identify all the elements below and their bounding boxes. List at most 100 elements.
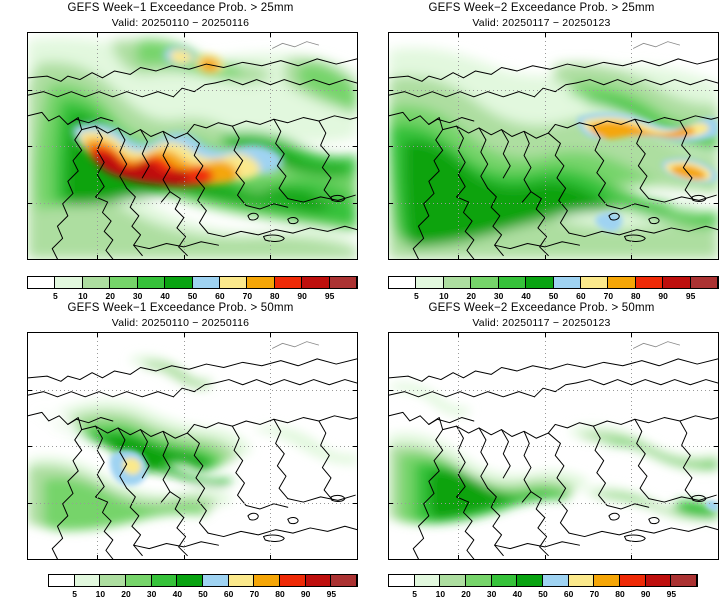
tick-lat — [389, 146, 393, 147]
colorbar-tick-95: 95 — [666, 589, 677, 599]
map-geography — [28, 341, 357, 559]
gridline-lat-35N — [28, 202, 357, 204]
colorbar-swatch-40-50 — [165, 277, 193, 288]
colorbar-tick-30: 30 — [493, 291, 504, 301]
colorbar-swatch-60-70 — [219, 277, 248, 288]
colorbar-tick-10: 10 — [439, 291, 449, 301]
tick-lon — [631, 255, 633, 259]
colorbar-swatch-30-40 — [137, 277, 166, 288]
colorbar-swatch-95-100 — [671, 575, 698, 586]
colorbar-swatch-70-80 — [247, 277, 275, 288]
colorbar-tick-30: 30 — [132, 291, 143, 301]
colorbar-swatch-10-20 — [82, 277, 111, 288]
colorbar-tick-70: 70 — [242, 291, 253, 301]
colorbar-tick-50: 50 — [187, 291, 198, 301]
gridline-lat-35N — [389, 502, 718, 504]
tick-lat — [714, 389, 718, 391]
colorbar-tick-95: 95 — [324, 291, 335, 301]
colorbar-swatch-40-50 — [177, 575, 204, 586]
tick-lon — [270, 333, 272, 337]
colorbar-tick-60: 60 — [223, 589, 234, 599]
tick-lat — [353, 89, 357, 91]
colorbar-swatch-10-20 — [100, 575, 127, 586]
panel-subtitle: Valid: 20250110 − 20250116 — [111, 317, 250, 329]
colorbar-swatch-20-30 — [110, 277, 138, 288]
map-plot-area: 50N 45N 40N 35N 30N 10E 20E 30E 40E — [27, 332, 358, 560]
colorbar-swatch-80-90 — [280, 575, 306, 586]
colorbar: 5 10 20 30 40 50 60 70 80 90 95 — [388, 574, 698, 599]
tick-lat — [714, 146, 718, 147]
colorbar-tick-70: 70 — [249, 589, 260, 599]
colorbar-tick-30: 30 — [486, 589, 497, 599]
colorbar-swatch-30-40 — [491, 575, 518, 586]
colorbar-swatch-0-5 — [49, 575, 75, 586]
colorbar-swatch-90-95 — [305, 575, 332, 586]
colorbar-swatch-70-80 — [594, 575, 621, 586]
tick-lat — [389, 89, 393, 91]
tick-lat — [28, 502, 32, 504]
colorbar-swatch-95-100 — [690, 277, 719, 288]
panel-title: GEFS Week−1 Exceedance Prob. > 50mm — [67, 302, 294, 314]
colorbar-swatch-80-90 — [620, 575, 646, 586]
colorbar-swatch-10-20 — [440, 575, 467, 586]
colorbar-tick-80: 80 — [270, 291, 280, 301]
gridline-lat-45N — [28, 389, 357, 391]
colorbar-tick-95: 95 — [326, 589, 337, 599]
tick-lon — [544, 33, 546, 37]
map-geography — [28, 37, 357, 259]
tick-lon — [183, 555, 185, 559]
colorbar-swatch-0-5 — [28, 277, 56, 288]
panel-title: GEFS Week−2 Exceedance Prob. > 50mm — [428, 302, 655, 314]
colorbar-swatch-95-100 — [329, 277, 358, 288]
tick-lon — [631, 555, 633, 559]
panel-week1-50mm: GEFS Week−1 Exceedance Prob. > 50mm Vali… — [0, 300, 361, 599]
colorbar-swatch-30-40 — [498, 277, 527, 288]
panel-week2-25mm: GEFS Week−2 Exceedance Prob. > 25mm Vali… — [361, 0, 722, 301]
colorbar: 5 10 20 30 40 50 60 70 80 90 95 — [27, 276, 358, 301]
colorbar-swatch-70-80 — [254, 575, 281, 586]
colorbar-tick-60: 60 — [576, 291, 586, 301]
tick-lon — [544, 333, 546, 337]
colorbar-tick-50: 50 — [538, 589, 548, 599]
panel-subtitle: Valid: 20250117 − 20250123 — [472, 17, 611, 29]
panel-subtitle: Valid: 20250117 − 20250123 — [472, 317, 611, 329]
colorbar-swatch-50-60 — [192, 277, 220, 288]
colorbar-tick-40: 40 — [172, 589, 183, 599]
colorbar-swatch-60-70 — [228, 575, 255, 586]
colorbar-swatch-90-95 — [645, 575, 672, 586]
gridline-lat-40N — [28, 146, 357, 147]
tick-lon — [97, 33, 99, 37]
panel-title: GEFS Week−2 Exceedance Prob. > 25mm — [428, 2, 655, 14]
colorbar-swatch-5-10 — [74, 575, 101, 586]
gridline-lat-45N — [389, 89, 718, 91]
colorbar-tick-90: 90 — [297, 291, 307, 301]
colorbar-tick-20: 20 — [461, 589, 471, 599]
colorbar-swatch-40-50 — [517, 575, 544, 586]
colorbar-swatch-5-10 — [416, 277, 444, 288]
tick-lat — [389, 502, 393, 504]
tick-lon — [631, 333, 633, 337]
colorbar-tick-90: 90 — [658, 291, 668, 301]
tick-lat — [714, 202, 718, 204]
colorbar-tick-40: 40 — [160, 291, 170, 301]
colorbar-swatch-50-60 — [543, 575, 569, 586]
gridline-lat-45N — [389, 389, 718, 391]
colorbar-tick-10: 10 — [435, 589, 446, 599]
colorbar-swatch-90-95 — [302, 277, 330, 288]
colorbar-tick-90: 90 — [300, 589, 311, 599]
colorbar-swatch-70-80 — [608, 277, 636, 288]
tick-lon — [631, 33, 633, 37]
colorbar-tick-40: 40 — [521, 291, 531, 301]
colorbar-swatch-90-95 — [663, 277, 691, 288]
colorbar-tick-30: 30 — [146, 589, 157, 599]
colorbar-swatch-20-30 — [466, 575, 492, 586]
panel-week2-50mm: GEFS Week−2 Exceedance Prob. > 50mm Vali… — [361, 300, 722, 599]
colorbar-tick-60: 60 — [215, 291, 225, 301]
tick-lon — [458, 33, 460, 37]
tick-lon — [458, 333, 460, 337]
map-plot-area: 50N 45N 40N 35N 30N 10E 20E 30E 40E — [388, 32, 719, 260]
gridline-lat-35N — [389, 202, 718, 204]
colorbar-swatch-5-10 — [55, 277, 83, 288]
tick-lon — [544, 555, 546, 559]
colorbar-swatch-80-90 — [635, 277, 664, 288]
